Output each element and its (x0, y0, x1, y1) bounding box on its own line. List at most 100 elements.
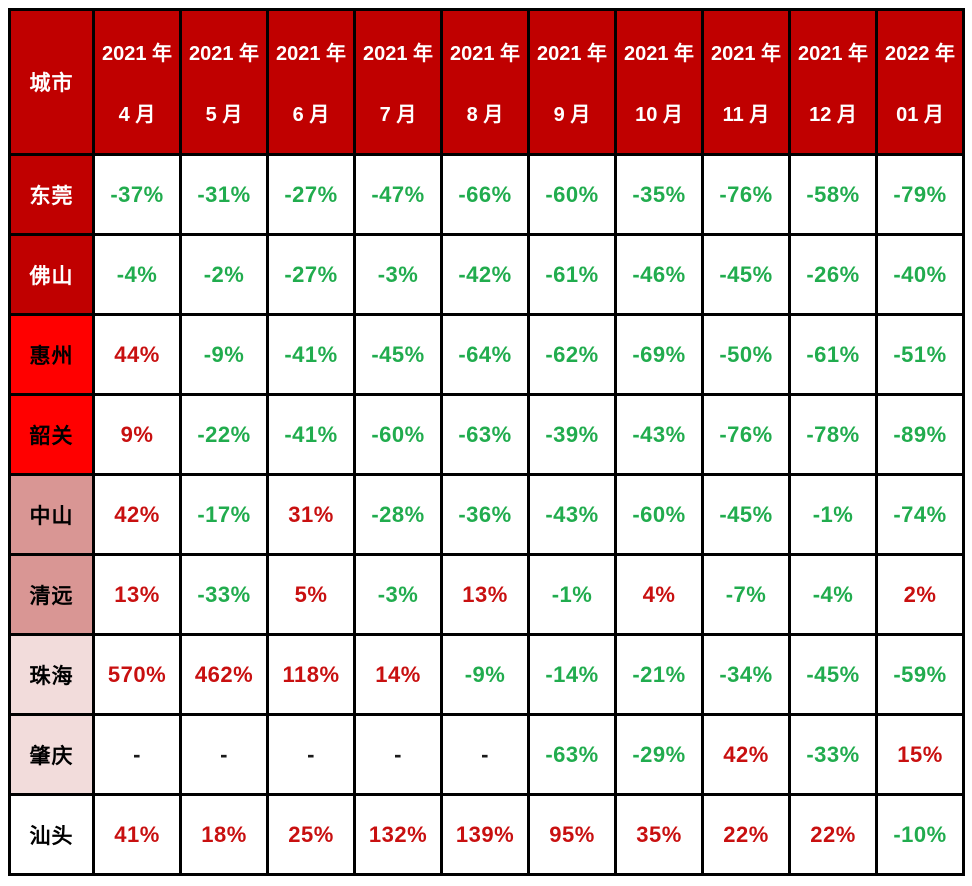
city-cell: 惠州 (8, 313, 95, 396)
header-month-label: 9 月 (553, 104, 591, 126)
value-cell: -36% (440, 473, 530, 556)
value-cell: -41% (266, 393, 356, 476)
value-cell: -43% (614, 393, 704, 476)
value-cell: -37% (92, 153, 182, 236)
value-cell: 14% (353, 633, 443, 716)
value-cell: -63% (527, 713, 617, 796)
value-cell: -28% (353, 473, 443, 556)
header-year-label: 2021 年 (275, 43, 347, 65)
value-cell: 13% (92, 553, 182, 636)
month-column-header-9: 2021 年 12 月 (788, 8, 878, 156)
value-cell: -3% (353, 553, 443, 636)
value-cell: -40% (875, 233, 965, 316)
value-cell: 95% (527, 793, 617, 876)
value-cell: -39% (527, 393, 617, 476)
value-cell: -61% (527, 233, 617, 316)
value-cell: 139% (440, 793, 530, 876)
header-month-label: 5 月 (205, 104, 243, 126)
value-cell: -10% (875, 793, 965, 876)
table-body: 东莞 -37% -31% -27% -47% -66% -60% -35% -76% -58% -7… (8, 153, 965, 876)
value-cell: -26% (788, 233, 878, 316)
value-cell: -45% (701, 473, 791, 556)
value-cell: -1% (788, 473, 878, 556)
value-cell: -76% (701, 153, 791, 236)
value-cell: -41% (266, 313, 356, 396)
value-cell: - (179, 713, 269, 796)
value-cell: -74% (875, 473, 965, 556)
value-cell: 42% (701, 713, 791, 796)
value-cell: 118% (266, 633, 356, 716)
month-column-header-3: 2021 年 6 月 (266, 8, 356, 156)
value-cell: -64% (440, 313, 530, 396)
value-cell: -7% (701, 553, 791, 636)
header-year-label: 2021 年 (449, 43, 521, 65)
month-column-header-1: 2021 年 4 月 (92, 8, 182, 156)
value-cell: -69% (614, 313, 704, 396)
value-cell: -27% (266, 153, 356, 236)
value-cell: -33% (788, 713, 878, 796)
month-column-header-4: 2021 年 7 月 (353, 8, 443, 156)
value-cell: 41% (92, 793, 182, 876)
value-cell: 44% (92, 313, 182, 396)
value-cell: 18% (179, 793, 269, 876)
value-cell: -66% (440, 153, 530, 236)
value-cell: -76% (701, 393, 791, 476)
city-cell: 中山 (8, 473, 95, 556)
value-cell: 25% (266, 793, 356, 876)
header-year-label: 2021 年 (797, 43, 869, 65)
value-cell: -17% (179, 473, 269, 556)
header-year-label: 2021 年 (101, 43, 173, 65)
city-cell: 清远 (8, 553, 95, 636)
table-row-肇庆: 肇庆 - - - - - -63% -29% 42% -33% 15% (8, 713, 965, 796)
header-month-label: 4 月 (118, 104, 156, 126)
value-cell: -79% (875, 153, 965, 236)
header-year-label: 2021 年 (536, 43, 608, 65)
value-cell: -89% (875, 393, 965, 476)
value-cell: -60% (353, 393, 443, 476)
header-month-label: 8 月 (466, 104, 504, 126)
value-cell: -35% (614, 153, 704, 236)
table-row-佛山: 佛山 -4% -2% -27% -3% -42% -61% -46% -45% -26% -40% (8, 233, 965, 316)
city-cell: 珠海 (8, 633, 95, 716)
month-column-header-8: 2021 年 11 月 (701, 8, 791, 156)
header-month-label: 11 月 (722, 104, 770, 126)
value-cell: - (92, 713, 182, 796)
value-cell: -60% (527, 153, 617, 236)
month-column-header-6: 2021 年 9 月 (527, 8, 617, 156)
value-cell: -43% (527, 473, 617, 556)
value-cell: - (266, 713, 356, 796)
header-year-label: 2021 年 (623, 43, 695, 65)
value-cell: 42% (92, 473, 182, 556)
value-cell: - (440, 713, 530, 796)
value-cell: -61% (788, 313, 878, 396)
value-cell: 132% (353, 793, 443, 876)
value-cell: 13% (440, 553, 530, 636)
value-cell: -51% (875, 313, 965, 396)
value-cell: -21% (614, 633, 704, 716)
value-cell: -2% (179, 233, 269, 316)
value-cell: -60% (614, 473, 704, 556)
value-cell: -45% (701, 233, 791, 316)
value-cell: 4% (614, 553, 704, 636)
value-cell: -33% (179, 553, 269, 636)
value-cell: 570% (92, 633, 182, 716)
header-month-label: 12 月 (809, 104, 857, 126)
value-cell: -78% (788, 393, 878, 476)
table-row-珠海: 珠海 570% 462% 118% 14% -9% -14% -21% -34% -45% -59% (8, 633, 965, 716)
city-cell: 韶关 (8, 393, 95, 476)
value-cell: -45% (353, 313, 443, 396)
month-column-header-2: 2021 年 5 月 (179, 8, 269, 156)
value-cell: -58% (788, 153, 878, 236)
value-cell: 35% (614, 793, 704, 876)
table-row-清远: 清远 13% -33% 5% -3% 13% -1% 4% -7% -4% 2% (8, 553, 965, 636)
value-cell: -46% (614, 233, 704, 316)
header-year-label: 2021 年 (188, 43, 260, 65)
value-cell: -47% (353, 153, 443, 236)
city-cell: 佛山 (8, 233, 95, 316)
value-cell: -14% (527, 633, 617, 716)
value-cell: 2% (875, 553, 965, 636)
value-cell: -3% (353, 233, 443, 316)
